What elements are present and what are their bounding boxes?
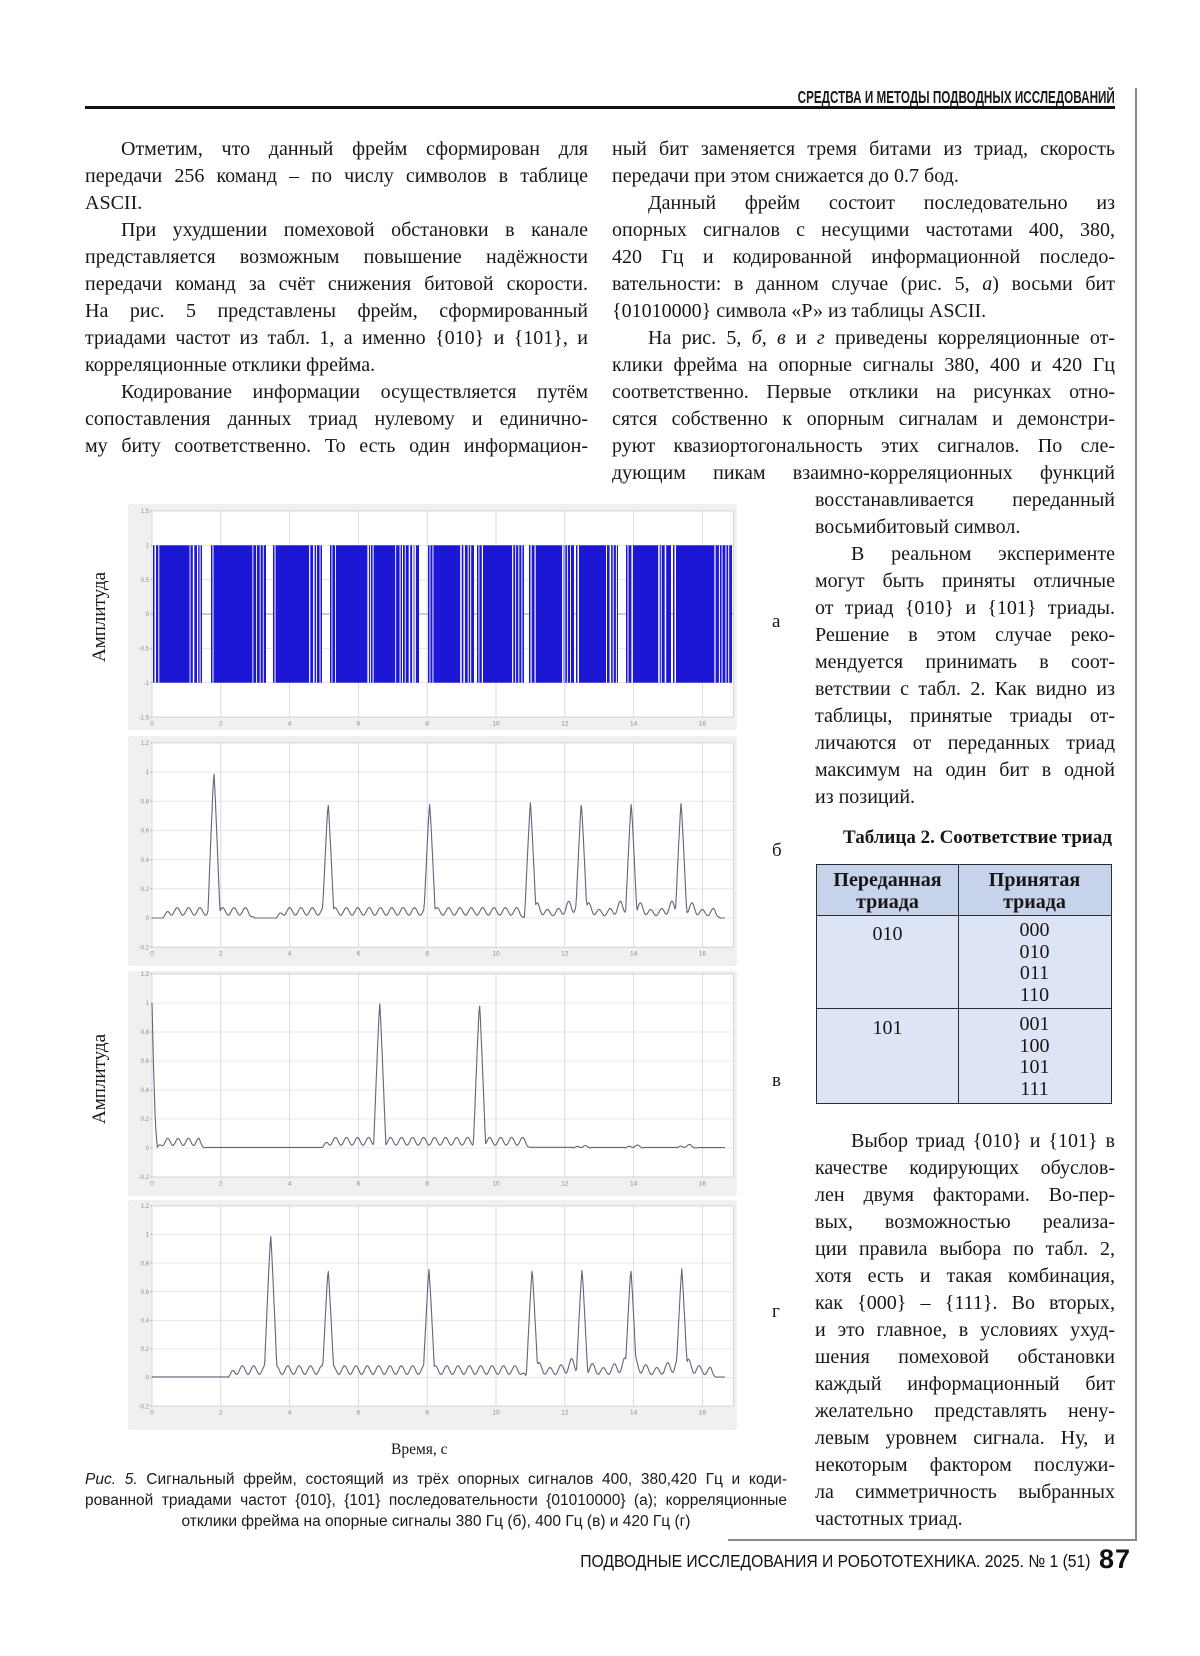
svg-text:-0.2: -0.2	[139, 1404, 150, 1410]
svg-text:10: 10	[492, 951, 500, 958]
svg-text:12: 12	[561, 1410, 569, 1417]
svg-text:0: 0	[146, 1146, 150, 1152]
svg-text:1: 1	[146, 1001, 150, 1007]
svg-text:0.8: 0.8	[141, 1261, 150, 1267]
svg-text:16: 16	[699, 1410, 707, 1417]
svg-text:14: 14	[630, 721, 638, 728]
svg-text:0: 0	[150, 721, 154, 728]
svg-text:0.2: 0.2	[141, 1347, 150, 1353]
svg-text:1.5: 1.5	[141, 509, 150, 515]
svg-text:4: 4	[288, 1410, 292, 1417]
svg-text:1: 1	[146, 1233, 150, 1239]
svg-text:0.5: 0.5	[141, 578, 150, 584]
svg-text:-0.2: -0.2	[139, 1175, 150, 1181]
svg-text:0.2: 0.2	[141, 887, 150, 893]
svg-text:8: 8	[425, 951, 429, 958]
svg-text:16: 16	[699, 1181, 707, 1188]
svg-text:8: 8	[425, 1410, 429, 1417]
svg-text:1.2: 1.2	[141, 972, 150, 978]
svg-text:1: 1	[146, 544, 150, 550]
svg-text:2: 2	[219, 1410, 223, 1417]
svg-text:0.2: 0.2	[141, 1117, 150, 1123]
svg-text:8: 8	[425, 721, 429, 728]
svg-text:2: 2	[219, 1181, 223, 1188]
svg-text:16: 16	[699, 721, 707, 728]
svg-text:0.4: 0.4	[141, 1088, 150, 1094]
svg-text:0: 0	[150, 1410, 154, 1417]
svg-text:12: 12	[561, 721, 569, 728]
svg-text:0.8: 0.8	[141, 1030, 150, 1036]
svg-text:0.8: 0.8	[141, 799, 150, 805]
svg-text:-1: -1	[144, 681, 150, 687]
svg-text:Амплитуда: Амплитуда	[89, 571, 110, 662]
svg-text:0: 0	[146, 916, 150, 922]
svg-text:0.6: 0.6	[141, 1290, 150, 1296]
svg-text:Амплитуда: Амплитуда	[89, 1033, 110, 1124]
svg-text:8: 8	[425, 1181, 429, 1188]
svg-text:14: 14	[630, 1410, 638, 1417]
svg-text:0.4: 0.4	[141, 858, 150, 864]
svg-text:0.6: 0.6	[141, 829, 150, 835]
svg-text:-1.5: -1.5	[139, 715, 150, 721]
svg-text:4: 4	[288, 721, 292, 728]
svg-text:16: 16	[699, 951, 707, 958]
svg-text:14: 14	[630, 1181, 638, 1188]
svg-text:12: 12	[561, 951, 569, 958]
svg-text:6: 6	[357, 951, 361, 958]
svg-text:4: 4	[288, 1181, 292, 1188]
svg-text:1: 1	[146, 770, 150, 776]
svg-text:0: 0	[146, 612, 150, 618]
svg-text:10: 10	[492, 1181, 500, 1188]
svg-text:0: 0	[150, 1181, 154, 1188]
svg-text:4: 4	[288, 951, 292, 958]
svg-text:12: 12	[561, 1181, 569, 1188]
svg-text:14: 14	[630, 951, 638, 958]
svg-text:10: 10	[492, 1410, 500, 1417]
svg-text:-0.2: -0.2	[139, 945, 150, 951]
svg-text:2: 2	[219, 721, 223, 728]
svg-text:0.4: 0.4	[141, 1319, 150, 1325]
svg-text:6: 6	[357, 721, 361, 728]
svg-text:1.2: 1.2	[141, 1204, 150, 1210]
svg-text:1.2: 1.2	[141, 741, 150, 747]
svg-text:10: 10	[492, 721, 500, 728]
svg-text:0: 0	[150, 951, 154, 958]
svg-text:6: 6	[357, 1410, 361, 1417]
svg-text:0: 0	[146, 1376, 150, 1382]
svg-text:6: 6	[357, 1181, 361, 1188]
svg-text:-0.5: -0.5	[139, 647, 150, 653]
svg-text:0.6: 0.6	[141, 1059, 150, 1065]
svg-text:2: 2	[219, 951, 223, 958]
